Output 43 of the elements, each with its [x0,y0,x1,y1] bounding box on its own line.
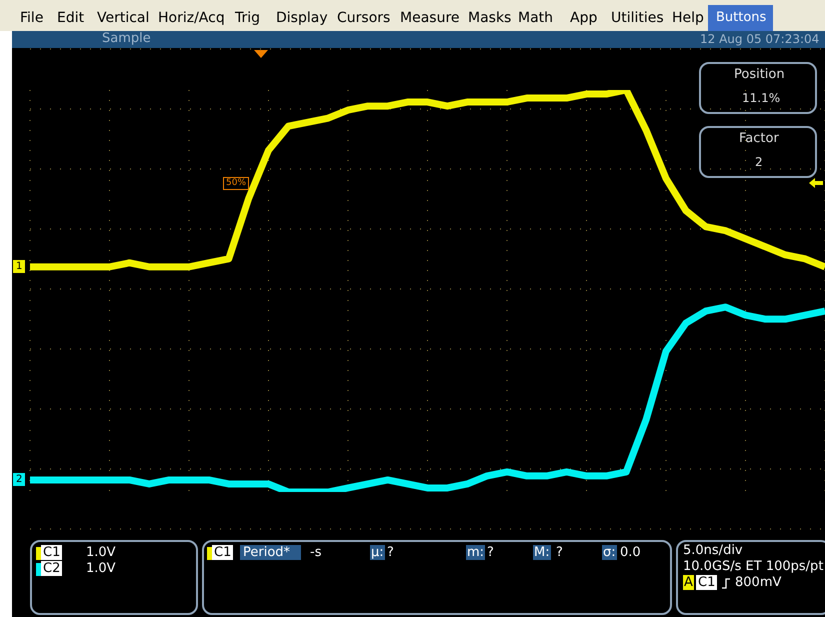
text: File [20,10,44,26]
text: Horiz/Acq [158,10,225,26]
text: m: [466,545,486,560]
text: σ: [602,545,617,560]
text: Sample [102,31,151,46]
text: Help [672,10,704,26]
text: C1 [41,545,62,560]
text: Masks [468,10,512,26]
text: App [570,10,598,26]
text: 10.0GS/s ET 100ps/pt [683,559,824,574]
text: Trig [235,10,260,26]
text: Edit [57,10,84,26]
series-label: 1 [13,260,26,273]
annotation: 2 [755,155,763,169]
series-label: 2 [13,472,26,486]
text: 800mV [735,575,782,590]
text: µ: [370,545,385,560]
annotation: 11.1% [742,91,780,105]
text: C1 [212,545,234,560]
text: M: [533,545,551,560]
text: Display [276,10,328,26]
text: A [683,575,694,590]
text: Cursors [337,10,390,26]
text: Period* [240,545,301,560]
text: C1 [696,575,718,590]
text: 1.0V [86,561,116,576]
text: Math [518,10,554,26]
text: Vertical [97,10,150,26]
text: 12 Aug 05 07:23:04 [700,32,820,46]
text: Measure [400,10,460,26]
text: ? [487,545,494,560]
text: 0.0 [620,545,641,560]
text: Position [734,67,785,82]
text: 5.0ns/div [683,543,743,558]
text: ? [556,545,563,560]
text: -s [310,545,322,560]
annotation: 50% [223,177,250,190]
text: Buttons [716,10,766,25]
text: C2 [41,561,62,576]
text: ? [387,545,394,560]
text: 1.0V [86,545,116,560]
annotation: Factor [739,131,779,146]
text: Utilities [611,10,664,26]
